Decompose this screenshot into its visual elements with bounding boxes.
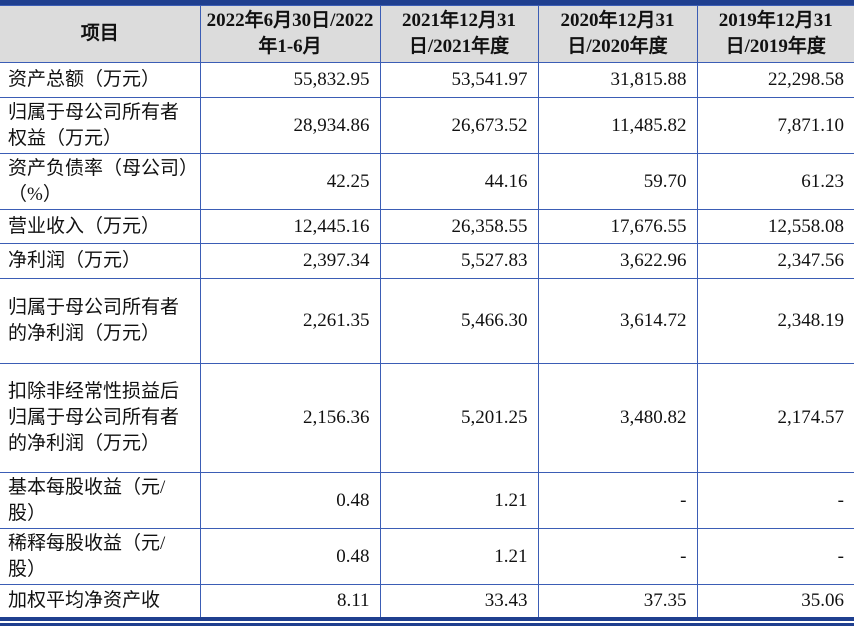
table-row: 加权平均净资产收 8.11 33.43 37.35 35.06 (0, 584, 854, 618)
header-2022: 2022年6月30日/2022年1-6月 (199, 5, 381, 63)
cell-value: 28,934.86 (199, 97, 381, 154)
cell-value: 3,614.72 (537, 278, 698, 364)
row-label: 净利润（万元） (0, 243, 201, 279)
row-label: 营业收入（万元） (0, 209, 201, 244)
cell-value: 1.21 (379, 472, 539, 529)
cell-value: 5,527.83 (379, 243, 539, 279)
cell-value: 12,558.08 (696, 209, 854, 244)
cell-value: - (696, 528, 854, 585)
row-label: 基本每股收益（元/股） (0, 472, 201, 529)
cell-value: 2,347.56 (696, 243, 854, 279)
row-label: 扣除非经常性损益后归属于母公司所有者的净利润（万元） (0, 363, 201, 473)
cell-value: 53,541.97 (379, 62, 539, 98)
row-label: 归属于母公司所有者权益（万元） (0, 97, 201, 154)
cell-value: 0.48 (199, 472, 381, 529)
cell-value: 42.25 (199, 153, 381, 210)
cell-value: 0.48 (199, 528, 381, 585)
cell-value: 31,815.88 (537, 62, 698, 98)
row-label: 归属于母公司所有者的净利润（万元） (0, 278, 201, 364)
cell-value: - (537, 528, 698, 585)
cell-value: 26,673.52 (379, 97, 539, 154)
header-2020: 2020年12月31日/2020年度 (537, 5, 698, 63)
cell-value: 2,348.19 (696, 278, 854, 364)
bottom-rule-2 (0, 623, 854, 626)
cell-value: 3,622.96 (537, 243, 698, 279)
cell-value: 7,871.10 (696, 97, 854, 154)
cell-value: 3,480.82 (537, 363, 698, 473)
table-row: 营业收入（万元） 12,445.16 26,358.55 17,676.55 12,55… (0, 209, 854, 244)
header-2019: 2019年12月31日/2019年度 (696, 5, 854, 63)
cell-value: 5,201.25 (379, 363, 539, 473)
cell-value: - (696, 472, 854, 529)
cell-value: 35.06 (696, 584, 854, 618)
cell-value: 59.70 (537, 153, 698, 210)
row-label: 资产总额（万元） (0, 62, 201, 98)
table-row: 净利润（万元） 2,397.34 5,527.83 3,622.96 2,347.56 (0, 243, 854, 279)
header-item: 项目 (0, 5, 201, 63)
cell-value: 22,298.58 (696, 62, 854, 98)
table-row: 基本每股收益（元/股） 0.48 1.21- - (0, 472, 854, 529)
row-label: 资产负债率（母公司）（%） (0, 153, 201, 210)
table-row: 归属于母公司所有者权益（万元） 28,934.86 26,673.52 11,485.… (0, 97, 854, 154)
cell-value: 12,445.16 (199, 209, 381, 244)
cell-value: 8.11 (199, 584, 381, 618)
row-label: 加权平均净资产收 (0, 584, 201, 618)
cell-value: 11,485.82 (537, 97, 698, 154)
header-row: 项目 2022年6月30日/2022年1-6月 2021年12月31日/2021… (0, 5, 854, 63)
cell-value: 26,358.55 (379, 209, 539, 244)
cell-value: 17,676.55 (537, 209, 698, 244)
cell-value: - (537, 472, 698, 529)
cell-value: 2,261.35 (199, 278, 381, 364)
bottom-rule (0, 617, 854, 621)
cell-value: 55,832.95 (199, 62, 381, 98)
cell-value: 2,397.34 (199, 243, 381, 279)
cell-value: 2,174.57 (696, 363, 854, 473)
cell-value: 44.16 (379, 153, 539, 210)
table-row: 稀释每股收益（元/股） 0.48 1.21- - (0, 528, 854, 585)
cell-value: 37.35 (537, 584, 698, 618)
cell-value: 61.23 (696, 153, 854, 210)
header-2021: 2021年12月31日/2021年度 (379, 5, 539, 63)
table-row: 资产负债率（母公司）（%） 42.25 44.16 59.70 61.23 (0, 153, 854, 210)
cell-value: 33.43 (379, 584, 539, 618)
cell-value: 1.21 (379, 528, 539, 585)
table-row: 归属于母公司所有者的净利润（万元） 2,261.35 5,466.30 3,614.7… (0, 278, 854, 364)
table-row: 扣除非经常性损益后归属于母公司所有者的净利润（万元） 2,156.36 5,201.… (0, 363, 854, 473)
cell-value: 2,156.36 (199, 363, 381, 473)
table-row: 资产总额（万元） 55,832.95 53,541.97 31,815.88 22,29… (0, 62, 854, 98)
top-rule (0, 0, 854, 5)
row-label: 稀释每股收益（元/股） (0, 528, 201, 585)
cell-value: 5,466.30 (379, 278, 539, 364)
financial-table: 项目 2022年6月30日/2022年1-6月 2021年12月31日/2021… (0, 5, 854, 618)
